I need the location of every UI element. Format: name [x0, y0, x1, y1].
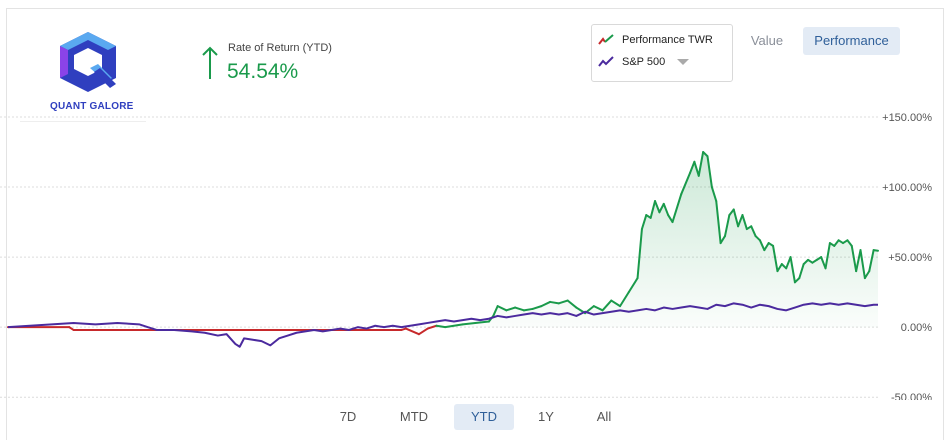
performance-twr-segment	[802, 258, 810, 266]
performance-twr-segment	[793, 277, 801, 284]
performance-twr-segment	[492, 305, 499, 317]
range-7d-button[interactable]: 7D	[339, 409, 357, 424]
quant-galore-logo	[60, 32, 116, 92]
performance-twr-segment	[785, 256, 792, 270]
performance-twr-segment	[715, 200, 722, 245]
performance-twr-segment	[444, 323, 464, 329]
performance-twr-segment	[658, 202, 665, 214]
performance-twr-segment	[689, 160, 696, 175]
line-swatch-icon	[598, 34, 614, 45]
performance-twr-area	[436, 152, 878, 328]
performance-twr-segment	[732, 208, 740, 228]
legend-item-performance-twr[interactable]: Performance TWR	[598, 34, 713, 46]
performance-twr-segment	[601, 299, 613, 312]
performance-twr-segment	[496, 305, 508, 312]
performance-twr-segment	[850, 244, 858, 273]
performance-twr-segment	[772, 244, 779, 273]
y-tick-label: +150.00%	[882, 112, 932, 124]
performance-twr-segment	[640, 214, 648, 231]
performance-twr-segment	[697, 151, 705, 177]
performance-twr-segment	[750, 225, 757, 238]
performance-twr-segment	[763, 242, 770, 252]
performance-twr-segment	[859, 249, 866, 280]
performance-twr-segment	[863, 270, 871, 280]
arrow-up-icon	[202, 46, 218, 79]
performance-twr-segment	[417, 327, 429, 336]
performance-twr-segment	[737, 214, 744, 228]
y-tick-label: +50.00%	[888, 252, 932, 264]
performance-twr-segment	[702, 151, 709, 158]
legend-label: Performance TWR	[622, 34, 713, 46]
y-tick-label: 0.00%	[901, 322, 932, 334]
sp500-line	[7, 302, 878, 348]
legend-label: S&P 500	[622, 56, 666, 68]
performance-twr-segment	[671, 193, 683, 224]
performance-twr-segment	[566, 299, 578, 309]
performance-chart: -50.00% 0.00% +50.00% +100.00% +150.00%	[0, 112, 932, 400]
performance-twr-segment	[754, 235, 761, 242]
performance-twr-segment	[855, 249, 862, 273]
performance-twr-segment	[649, 200, 657, 219]
legend-item-sp500[interactable]: S&P 500	[598, 56, 690, 68]
range-1y-button[interactable]: 1Y	[538, 409, 554, 424]
performance-twr-segment	[833, 239, 840, 247]
performance-twr-segment	[820, 256, 827, 270]
performance-twr-segment	[636, 228, 643, 280]
performance-view-button[interactable]: Performance	[803, 27, 900, 55]
performance-twr-segment	[426, 324, 438, 330]
performance-twr-segment	[531, 305, 543, 310]
performance-twr-segment	[798, 263, 805, 280]
range-all-button[interactable]: All	[596, 409, 612, 424]
range-mtd-button[interactable]: MTD	[399, 409, 429, 424]
performance-twr-segment	[461, 320, 490, 326]
performance-twr-segment	[610, 299, 622, 308]
performance-twr-segment	[557, 299, 569, 305]
performance-twr-segment	[592, 305, 604, 312]
performance-twr-segment	[680, 172, 692, 196]
performance-twr-segment	[868, 249, 875, 273]
logo-text: QUANT GALORE	[50, 101, 134, 112]
performance-twr-segment	[619, 291, 630, 308]
performance-twr-segment	[710, 186, 718, 203]
performance-twr-segment	[662, 202, 670, 217]
performance-twr-segment	[549, 300, 560, 305]
chart-legend: Performance TWR S&P 500	[591, 24, 733, 82]
performance-card	[6, 8, 944, 440]
performance-twr-segment	[789, 256, 796, 284]
performance-twr-segment	[404, 327, 420, 336]
performance-twr-segment	[435, 324, 447, 329]
performance-twr-segment	[627, 277, 639, 294]
performance-twr-segment	[540, 300, 552, 308]
performance-twr-segment	[758, 239, 766, 252]
performance-twr-segment	[514, 306, 525, 312]
range-ytd-button[interactable]: YTD	[454, 404, 514, 430]
performance-twr-segment	[824, 242, 831, 270]
performance-twr-segment	[723, 214, 731, 238]
rate-of-return-label: Rate of Return (YTD)	[228, 42, 332, 54]
rate-of-return-value: 54.54%	[227, 60, 299, 83]
performance-twr-segment	[741, 214, 748, 231]
performance-twr-segment	[654, 200, 661, 214]
performance-twr-segment	[706, 155, 713, 189]
y-tick-label: +100.00%	[882, 182, 932, 194]
performance-twr-segment	[776, 263, 783, 273]
y-tick-label: -50.00%	[891, 392, 932, 400]
performance-twr-segment	[719, 235, 726, 245]
line-swatch-icon	[598, 56, 614, 67]
value-view-button[interactable]: Value	[750, 33, 784, 48]
chevron-down-icon[interactable]	[677, 59, 690, 65]
logo-divider	[20, 121, 146, 122]
performance-twr-segment	[667, 214, 674, 224]
performance-twr-segment	[872, 249, 879, 252]
performance-twr-segment	[693, 160, 700, 177]
performance-twr-segment	[846, 239, 853, 247]
performance-twr-segment	[505, 306, 517, 312]
performance-twr-segment	[522, 307, 534, 312]
